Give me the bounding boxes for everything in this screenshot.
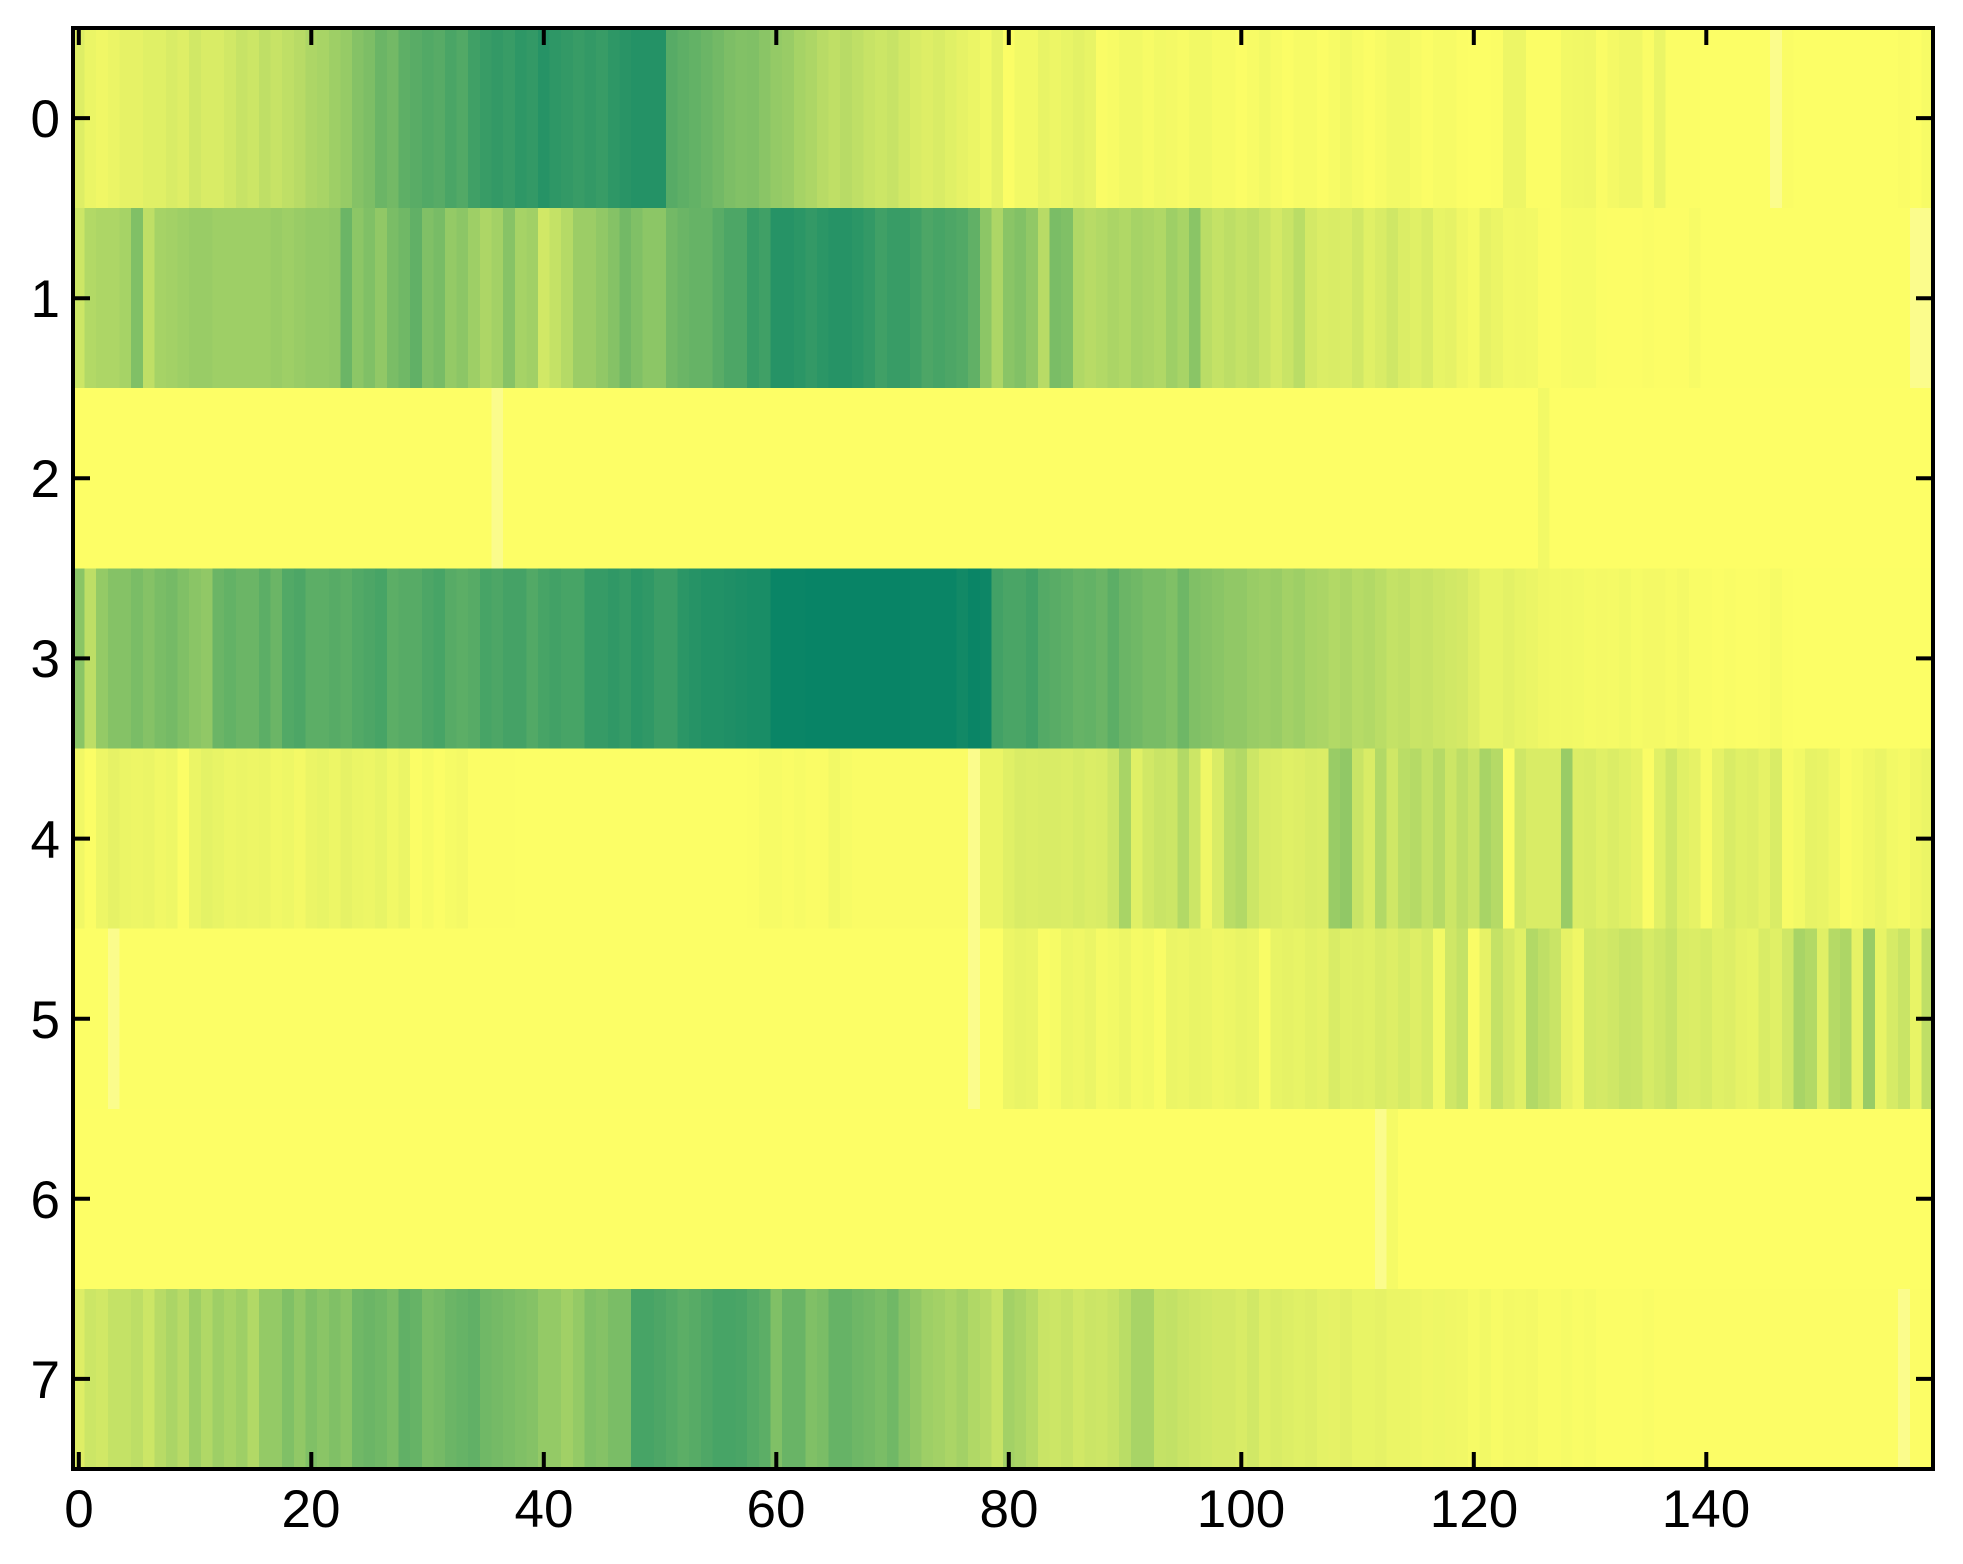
svg-text:20: 20 <box>282 1480 341 1539</box>
svg-text:40: 40 <box>515 1480 574 1539</box>
svg-text:1: 1 <box>31 270 60 329</box>
svg-text:7: 7 <box>31 1351 60 1410</box>
svg-text:5: 5 <box>31 991 60 1050</box>
svg-text:3: 3 <box>31 630 60 689</box>
svg-text:100: 100 <box>1197 1480 1285 1539</box>
svg-text:60: 60 <box>747 1480 806 1539</box>
svg-text:2: 2 <box>31 450 60 509</box>
svg-text:4: 4 <box>31 811 60 870</box>
svg-text:80: 80 <box>980 1480 1039 1539</box>
svg-text:0: 0 <box>64 1480 93 1539</box>
svg-text:6: 6 <box>31 1171 60 1230</box>
svg-text:140: 140 <box>1662 1480 1750 1539</box>
svg-text:120: 120 <box>1430 1480 1518 1539</box>
svg-text:0: 0 <box>31 90 60 149</box>
